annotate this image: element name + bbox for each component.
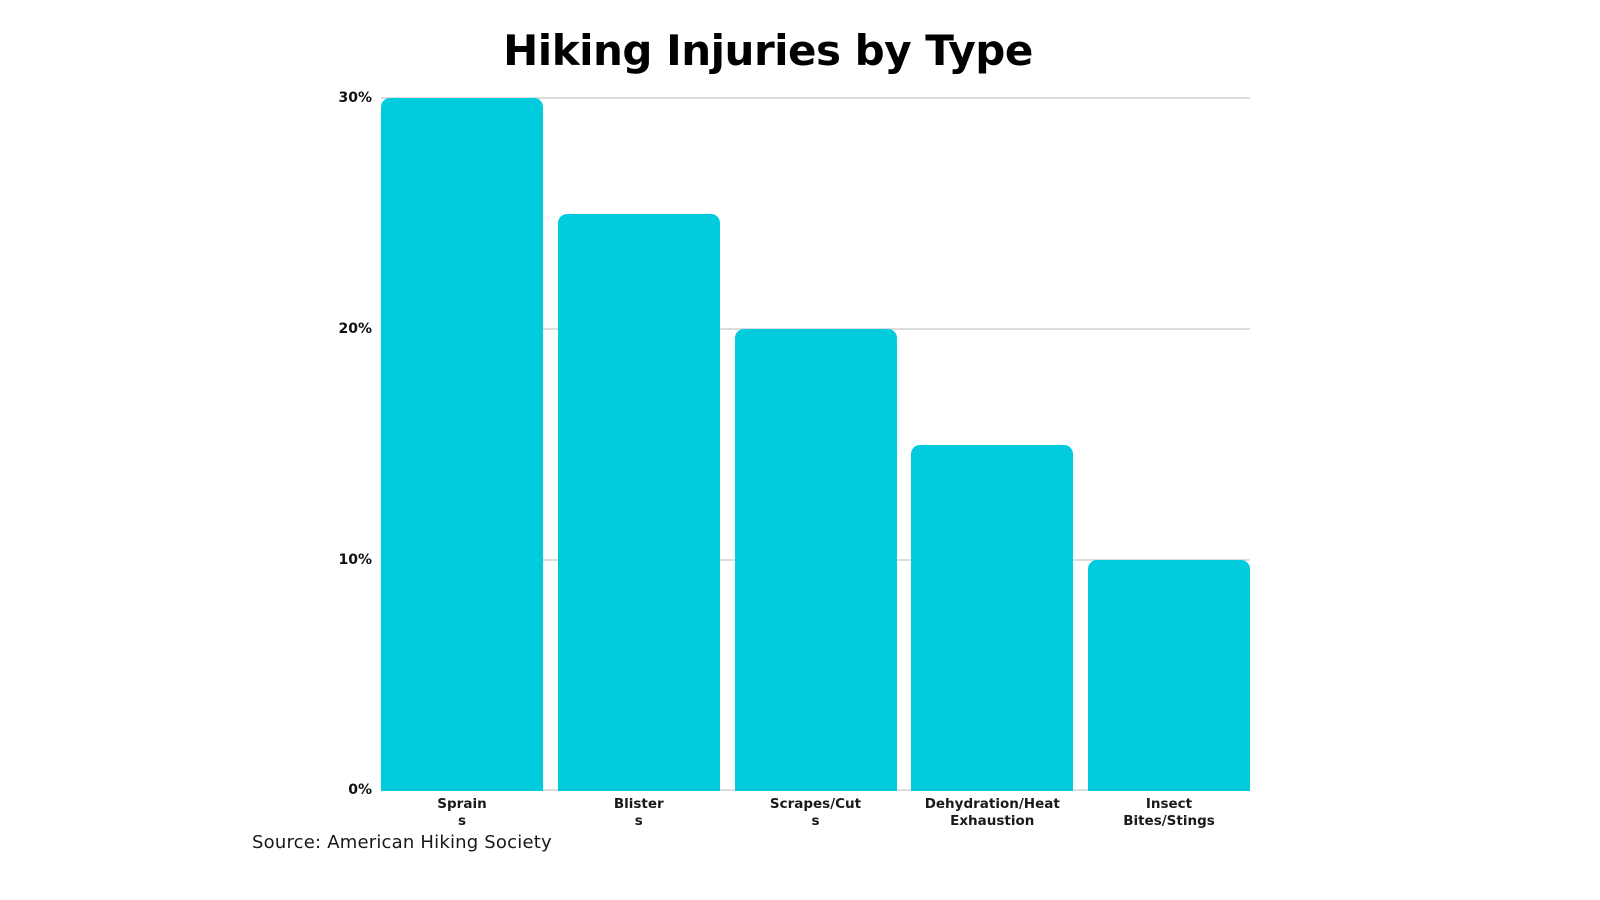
x-axis-label-line: s [634,813,643,829]
x-axis-label-blisters: Blister s [551,796,727,830]
x-axis-label-sprains: Sprain s [374,796,550,830]
plot-area: 0% 10% 20% 30% Sprain s Blister s Scrapes/Cut s De… [338,91,1250,829]
x-axis-label-line: Insect [1145,796,1193,812]
bar-scrapes-cuts [734,329,897,791]
y-axis-tick-label-10pct: 10% [338,552,372,568]
bar-insect-bites-stings [1088,560,1250,791]
y-axis-tick-label-20pct: 20% [338,321,372,337]
gridline-30pct [381,97,1250,99]
chart-title: Hiking Injuries by Type [503,26,1033,75]
bar-blisters [557,213,720,791]
y-axis-tick-label-30pct: 30% [338,90,372,106]
x-axis-label-insect-bites-stings: Insect Bites/Stings [1081,796,1257,830]
x-axis-label-line: Sprain [437,796,487,812]
x-axis-label-line: Scrapes/Cut [769,796,862,812]
x-axis-label-dehydration-heat-exhaustion: Dehydration/Heat Exhaustion [904,796,1080,830]
x-axis-label-line: Exhaustion [950,813,1035,829]
bar-sprains [381,98,543,791]
source-note: Source: American Hiking Society [252,832,552,853]
x-axis-label-line: s [811,813,820,829]
y-axis-tick-label-0pct: 0% [348,782,372,798]
x-axis-label-line: Bites/Stings [1123,813,1215,829]
x-axis-label-line: Dehydration/Heat [924,796,1060,812]
x-axis-label-line: Blister [613,796,664,812]
x-axis-label-line: s [457,813,467,829]
bar-dehydration-heat-exhaustion [911,444,1074,791]
x-axis-label-scrapes-cuts: Scrapes/Cut s [728,796,904,830]
